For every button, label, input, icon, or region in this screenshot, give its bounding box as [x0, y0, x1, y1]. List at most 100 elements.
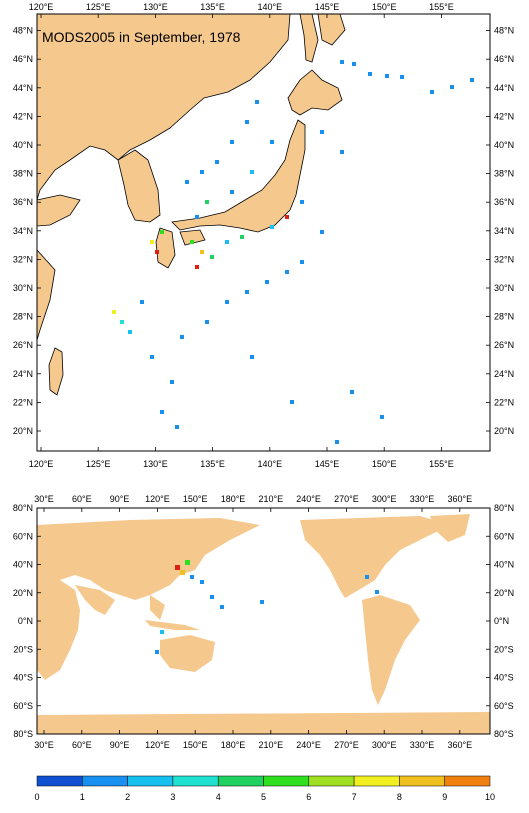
colorbar: 0 1 2 3 4 5 6 7 8 9 10 — [34, 775, 495, 802]
lat-tick-label: 30°N — [494, 283, 514, 293]
lon-tick-label: 270°E — [334, 740, 359, 750]
lon-tick-label: 140°E — [257, 2, 282, 12]
lat-tick-label: 26°N — [494, 340, 514, 350]
lat-tick-label: 24°N — [13, 369, 33, 379]
lat-tick-label: 60°N — [13, 531, 33, 541]
lon-tick-label: 140°E — [257, 459, 282, 469]
lat-tick-label: 22°N — [13, 397, 33, 407]
lat-tick-label: 26°N — [13, 340, 33, 350]
lon-tick-label: 360°E — [447, 494, 472, 504]
lon-tick-label: 145°E — [315, 459, 340, 469]
lat-tick-label: 80°S — [494, 729, 514, 739]
colorbar-swatch — [172, 775, 219, 787]
lon-tick-label: 150°E — [183, 740, 208, 750]
lat-tick-label: 60°S — [13, 701, 33, 711]
lon-tick-label: 135°E — [200, 459, 225, 469]
lon-tick-label: 360°E — [447, 740, 472, 750]
colorbar-label: 6 — [306, 792, 311, 802]
regional-map-panel: MODS2005 in September, 1978 120°E 125°E 13… — [13, 2, 514, 469]
lat-tick-label: 48°N — [13, 26, 33, 36]
lat-tick-label: 80°N — [13, 503, 33, 513]
colorbar-label: 8 — [397, 792, 402, 802]
lon-tick-label: 300°E — [372, 740, 397, 750]
lat-tick-label: 60°S — [494, 701, 514, 711]
lon-tick-label: 210°E — [258, 740, 283, 750]
bottom-lat-labels-right: 80°S 60°S 40°S 20°S 0°N 20°N 40°N 60°N 80°N — [486, 503, 514, 739]
colorbar-label: 4 — [216, 792, 221, 802]
bottom-lon-labels-bottom: 30°E 60°E 90°E 120°E 150°E 180°E 210°E 240°E 270… — [34, 730, 472, 750]
lat-tick-label: 0°N — [494, 616, 509, 626]
lat-tick-label: 38°N — [494, 169, 514, 179]
colorbar-label: 3 — [170, 792, 175, 802]
colorbar-label: 1 — [80, 792, 85, 802]
lat-tick-label: 40°S — [13, 673, 33, 683]
lat-tick-label: 20°N — [13, 426, 33, 436]
observation-cells — [112, 60, 474, 444]
lat-tick-label: 40°N — [494, 140, 514, 150]
lat-tick-label: 44°N — [13, 83, 33, 93]
lat-tick-label: 80°S — [13, 729, 33, 739]
lon-tick-label: 330°E — [410, 740, 435, 750]
lat-tick-label: 34°N — [13, 226, 33, 236]
lat-tick-label: 60°N — [494, 531, 514, 541]
colorbar-swatches — [36, 775, 491, 787]
global-map: 30°E 60°E 90°E 120°E 150°E 180°E 210°E 240°E 270… — [13, 494, 514, 750]
lat-tick-label: 20°N — [494, 588, 514, 598]
colorbar-labels: 0 1 2 3 4 5 6 7 8 9 10 — [34, 792, 495, 802]
lat-tick-label: 44°N — [494, 83, 514, 93]
top-lon-labels-top: 120°E 125°E 130°E 135°E 140°E 145°E 150°E 155°E — [29, 2, 454, 18]
colorbar-label: 2 — [125, 792, 130, 802]
lon-tick-label: 150°E — [372, 2, 397, 12]
lat-tick-label: 28°N — [494, 312, 514, 322]
lon-tick-label: 155°E — [429, 2, 454, 12]
colorbar-label: 5 — [261, 792, 266, 802]
lon-tick-label: 120°E — [29, 2, 54, 12]
global-land — [37, 514, 490, 734]
colorbar-swatch — [263, 775, 310, 787]
lat-tick-label: 40°N — [13, 560, 33, 570]
colorbar-label: 9 — [442, 792, 447, 802]
lat-tick-label: 40°N — [13, 140, 33, 150]
lat-tick-label: 32°N — [13, 254, 33, 264]
lat-tick-label: 46°N — [13, 54, 33, 64]
lat-tick-label: 42°N — [494, 111, 514, 121]
colorbar-swatch — [127, 775, 174, 787]
lat-tick-label: 34°N — [494, 226, 514, 236]
colorbar-swatch — [353, 775, 400, 787]
lon-tick-label: 135°E — [200, 2, 225, 12]
lon-tick-label: 300°E — [372, 494, 397, 504]
global-observation-cells — [155, 560, 379, 654]
lon-tick-label: 125°E — [86, 2, 111, 12]
lat-tick-label: 28°N — [13, 312, 33, 322]
lat-tick-label: 48°N — [494, 26, 514, 36]
lat-tick-label: 24°N — [494, 369, 514, 379]
lat-tick-label: 36°N — [494, 197, 514, 207]
lon-tick-label: 90°E — [110, 494, 130, 504]
lat-tick-label: 40°S — [494, 673, 514, 683]
lat-tick-label: 22°N — [494, 397, 514, 407]
colorbar-label: 7 — [352, 792, 357, 802]
lon-tick-label: 125°E — [86, 459, 111, 469]
colorbar-swatch — [36, 775, 83, 787]
colorbar-label: 10 — [485, 792, 495, 802]
lat-tick-label: 40°N — [494, 560, 514, 570]
lon-tick-label: 180°E — [221, 740, 246, 750]
lon-tick-label: 180°E — [221, 494, 246, 504]
top-lon-labels-bottom: 120°E 125°E 130°E 135°E 140°E 145°E 150°E 155°E — [29, 447, 454, 469]
lon-tick-label: 150°E — [183, 494, 208, 504]
lat-tick-label: 36°N — [13, 197, 33, 207]
lon-tick-label: 60°E — [72, 494, 92, 504]
lat-tick-label: 80°N — [494, 503, 514, 513]
regional-map: MODS2005 in September, 1978 120°E 125°E 13… — [13, 2, 514, 469]
lat-tick-label: 30°N — [13, 283, 33, 293]
lon-tick-label: 145°E — [315, 2, 340, 12]
lon-tick-label: 240°E — [296, 740, 321, 750]
lat-tick-label: 20°N — [494, 426, 514, 436]
lat-tick-label: 20°N — [13, 588, 33, 598]
colorbar-panel: 0 1 2 3 4 5 6 7 8 9 10 — [0, 770, 529, 808]
lat-tick-label: 46°N — [494, 54, 514, 64]
lon-tick-label: 120°E — [145, 740, 170, 750]
top-lat-labels-right: 20°N 22°N 24°N 26°N 28°N 30°N 32°N 34°N 36°N 38°N… — [486, 26, 514, 436]
lon-tick-label: 330°E — [410, 494, 435, 504]
colorbar-label: 0 — [34, 792, 39, 802]
